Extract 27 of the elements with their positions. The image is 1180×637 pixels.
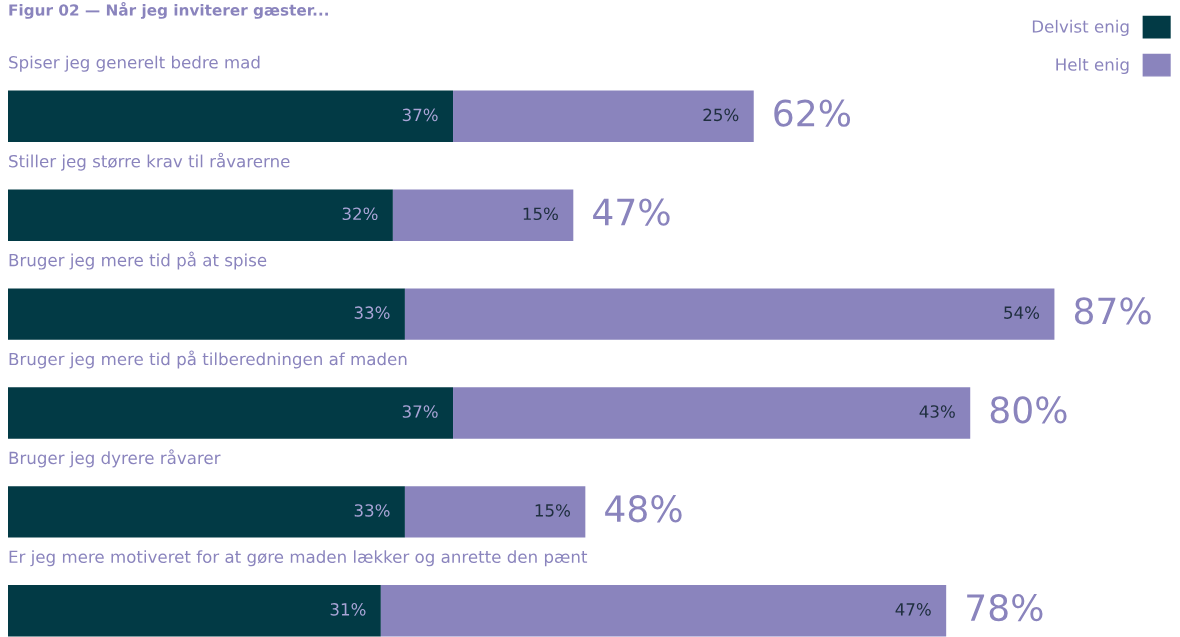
y-tick-label: Bruger jeg mere tid på tilberedningen af maden bbox=[9, 350, 407, 369]
y-tick-label: Er jeg mere motiveret for at gøre maden lækker og anrette den pænt bbox=[9, 550, 588, 567]
data-label: 33% bbox=[354, 306, 390, 319]
data-label: 54% bbox=[1004, 306, 1040, 319]
data-label: 43% bbox=[919, 405, 955, 418]
total-label: 87% bbox=[1074, 297, 1151, 325]
data-label: 47% bbox=[895, 603, 931, 616]
data-label: 33% bbox=[354, 504, 390, 517]
data-label: 15% bbox=[523, 207, 558, 221]
legend-label: Delvist enig bbox=[1032, 19, 1129, 36]
data-label: 32% bbox=[342, 207, 378, 221]
total-label: 48% bbox=[605, 495, 682, 523]
y-tick-label: Bruger jeg mere tid på at spise bbox=[9, 251, 267, 270]
legend-label: Helt enig bbox=[1056, 57, 1129, 75]
data-label: 25% bbox=[703, 108, 739, 122]
data-label: 31% bbox=[330, 603, 366, 616]
data-label: 37% bbox=[402, 108, 438, 122]
data-label: 15% bbox=[535, 504, 570, 517]
total-label: 62% bbox=[774, 99, 851, 127]
y-tick-label: Bruger jeg dyrere råvarer bbox=[9, 449, 221, 468]
total-label: 78% bbox=[967, 593, 1043, 622]
chart-title: Figur 02 — Når jeg inviterer gæster... bbox=[9, 2, 328, 19]
total-label: 80% bbox=[990, 396, 1067, 424]
total-label: 47% bbox=[593, 198, 670, 226]
y-tick-label: Stiller jeg større krav til råvarerne bbox=[9, 152, 290, 171]
data-label: 37% bbox=[402, 405, 438, 418]
y-tick-label: Spiser jeg generelt bedre mad bbox=[9, 55, 260, 72]
